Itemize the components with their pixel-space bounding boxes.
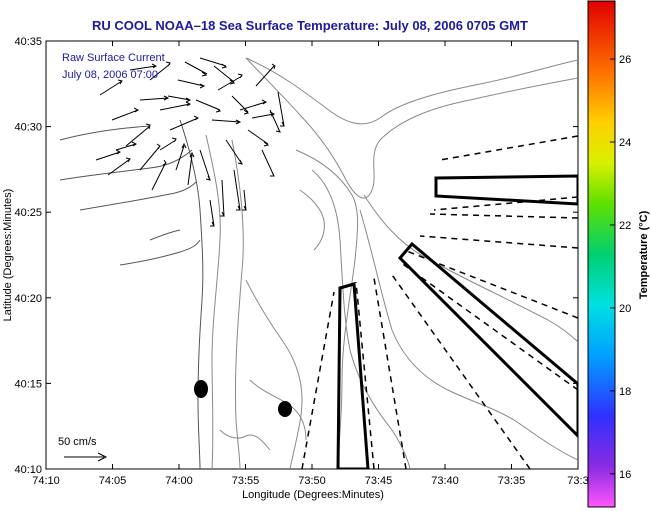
plot-area (45, 40, 579, 470)
y-tick-label: 40:25 (14, 207, 42, 219)
y-tick-label: 40:30 (14, 122, 42, 134)
x-tick-label: 74:00 (165, 475, 193, 487)
x-axis-title: Longitude (Degrees:Minutes) (242, 489, 384, 501)
buoy-marker-east (278, 401, 292, 417)
colorbar-tick-label: 24 (619, 137, 631, 149)
colorbar-tick-label: 16 (619, 469, 631, 481)
colorbar-tick-label: 20 (619, 303, 631, 315)
y-axis-title: Latitude (Degrees:Minutes) (2, 189, 14, 322)
overlay-line2: July 08, 2006 07:00 (62, 69, 158, 81)
radar-beam-lines (301, 135, 578, 469)
x-tick-label: 73:3 (567, 475, 588, 487)
colorbar-ticks: 26 24 22 20 18 16 (610, 54, 631, 481)
radar-beam-polygons (336, 174, 578, 469)
y-tick-label: 40:35 (14, 36, 42, 48)
buoy-marker-west (194, 380, 208, 398)
x-tick-label: 73:40 (431, 475, 459, 487)
y-tick-label: 40:10 (14, 464, 42, 476)
x-tick-label: 74:10 (32, 475, 60, 487)
x-tick-label: 74:05 (99, 475, 127, 487)
y-axis: 40:35 40:30 40:25 40:20 40:15 40:10 (14, 36, 578, 476)
x-tick-label: 73:55 (232, 475, 260, 487)
y-tick-label: 40:15 (14, 378, 42, 390)
x-tick-label: 73:45 (365, 475, 393, 487)
y-tick-label: 40:20 (14, 293, 42, 305)
scale-arrow-head (97, 452, 108, 462)
x-tick-label: 73:50 (298, 475, 326, 487)
current-vectors (95, 57, 285, 227)
x-tick-label: 73:35 (498, 475, 526, 487)
colorbar-tick-label: 18 (619, 386, 631, 398)
colorbar-tick-label: 22 (619, 220, 631, 232)
scale-label: 50 cm/s (58, 436, 97, 448)
colorbar (587, 0, 616, 508)
colorbar-tick-label: 26 (619, 54, 631, 66)
overlay-line1: Raw Surface Current (62, 52, 165, 64)
colorbar-label: Temperature (°C) (638, 210, 650, 299)
map-title: RU COOL NOAA–18 Sea Surface Temperature:… (92, 18, 528, 33)
x-axis: 74:10 74:05 74:00 73:55 73:50 73:45 73:40 73:35… (32, 41, 589, 487)
